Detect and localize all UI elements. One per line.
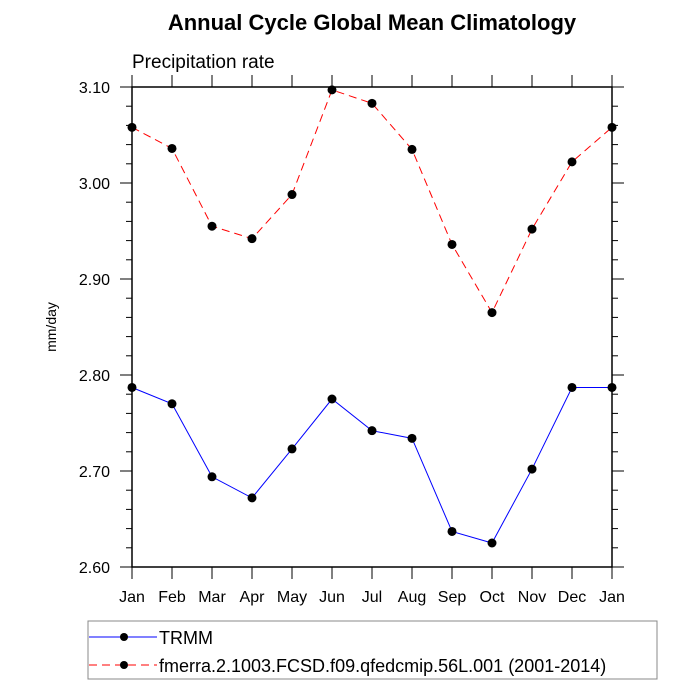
data-point — [367, 98, 377, 108]
data-point — [447, 239, 457, 249]
data-point — [567, 382, 577, 392]
data-point — [487, 538, 497, 548]
chart-title: Annual Cycle Global Mean Climatology — [168, 10, 577, 35]
data-point — [407, 433, 417, 443]
y-tick-label: 2.70 — [79, 464, 110, 481]
plot-frame — [131, 86, 613, 568]
series-fmerra — [127, 85, 617, 318]
legend-entry-trmm: TRMM — [89, 628, 213, 648]
y-tick-label: 2.90 — [79, 272, 110, 289]
data-point — [127, 122, 137, 132]
data-point — [567, 157, 577, 167]
data-point — [527, 224, 537, 234]
data-point — [287, 190, 297, 200]
data-point — [207, 221, 217, 231]
y-tick-label: 3.00 — [79, 176, 110, 193]
x-tick-label: Sep — [438, 589, 467, 606]
x-tick-label: Dec — [558, 589, 586, 606]
data-point — [527, 464, 537, 474]
x-tick-label: Nov — [518, 589, 546, 606]
x-tick-label: Oct — [480, 589, 505, 606]
legend-entry-fmerra: fmerra.2.1003.FCSD.f09.qfedcmip.56L.001 … — [89, 656, 606, 676]
data-point — [247, 234, 257, 244]
x-tick-label: May — [277, 589, 307, 606]
legend-marker-fmerra — [120, 661, 128, 669]
data-point — [167, 399, 177, 409]
data-point — [327, 85, 337, 95]
data-point — [487, 308, 497, 318]
x-tick-label: Jun — [319, 589, 345, 606]
data-point — [447, 526, 457, 536]
x-tick-label: Aug — [398, 589, 426, 606]
data-point — [127, 382, 137, 392]
x-tick-label: Feb — [158, 589, 186, 606]
x-tick-label: Apr — [240, 589, 266, 606]
data-point — [287, 444, 297, 454]
series-trmm — [127, 382, 617, 548]
legend: TRMM fmerra.2.1003.FCSD.f09.qfedcmip.56L… — [87, 620, 658, 680]
x-tick-label: Jul — [362, 589, 382, 606]
series-line — [131, 89, 613, 314]
legend-label-trmm: TRMM — [159, 628, 213, 648]
y-tick-label: 2.60 — [79, 560, 110, 577]
y-tick-label: 3.10 — [79, 80, 110, 97]
y-tick-label: 2.80 — [79, 368, 110, 385]
data-point — [247, 493, 257, 503]
x-tick-label: Mar — [198, 589, 226, 606]
x-tick-label: Jan — [119, 589, 145, 606]
data-point — [327, 394, 337, 404]
data-point — [367, 426, 377, 436]
data-point — [167, 143, 177, 153]
series-line — [131, 386, 612, 544]
data-point — [607, 382, 617, 392]
series-layer — [127, 85, 617, 548]
legend-box — [87, 620, 658, 680]
chart-subtitle: Precipitation rate — [132, 52, 275, 73]
data-point — [407, 144, 417, 154]
data-point — [207, 472, 217, 482]
legend-label-fmerra: fmerra.2.1003.FCSD.f09.qfedcmip.56L.001 … — [159, 656, 606, 676]
legend-marker-trmm — [120, 633, 128, 641]
y-axis-label: mm/day — [43, 302, 59, 352]
x-tick-label: Jan — [599, 589, 625, 606]
axes: Jan Feb Mar Apr May Jun Jul Aug Sep Oct Nov Dec Jan 2… — [79, 75, 625, 606]
data-point — [607, 122, 617, 132]
